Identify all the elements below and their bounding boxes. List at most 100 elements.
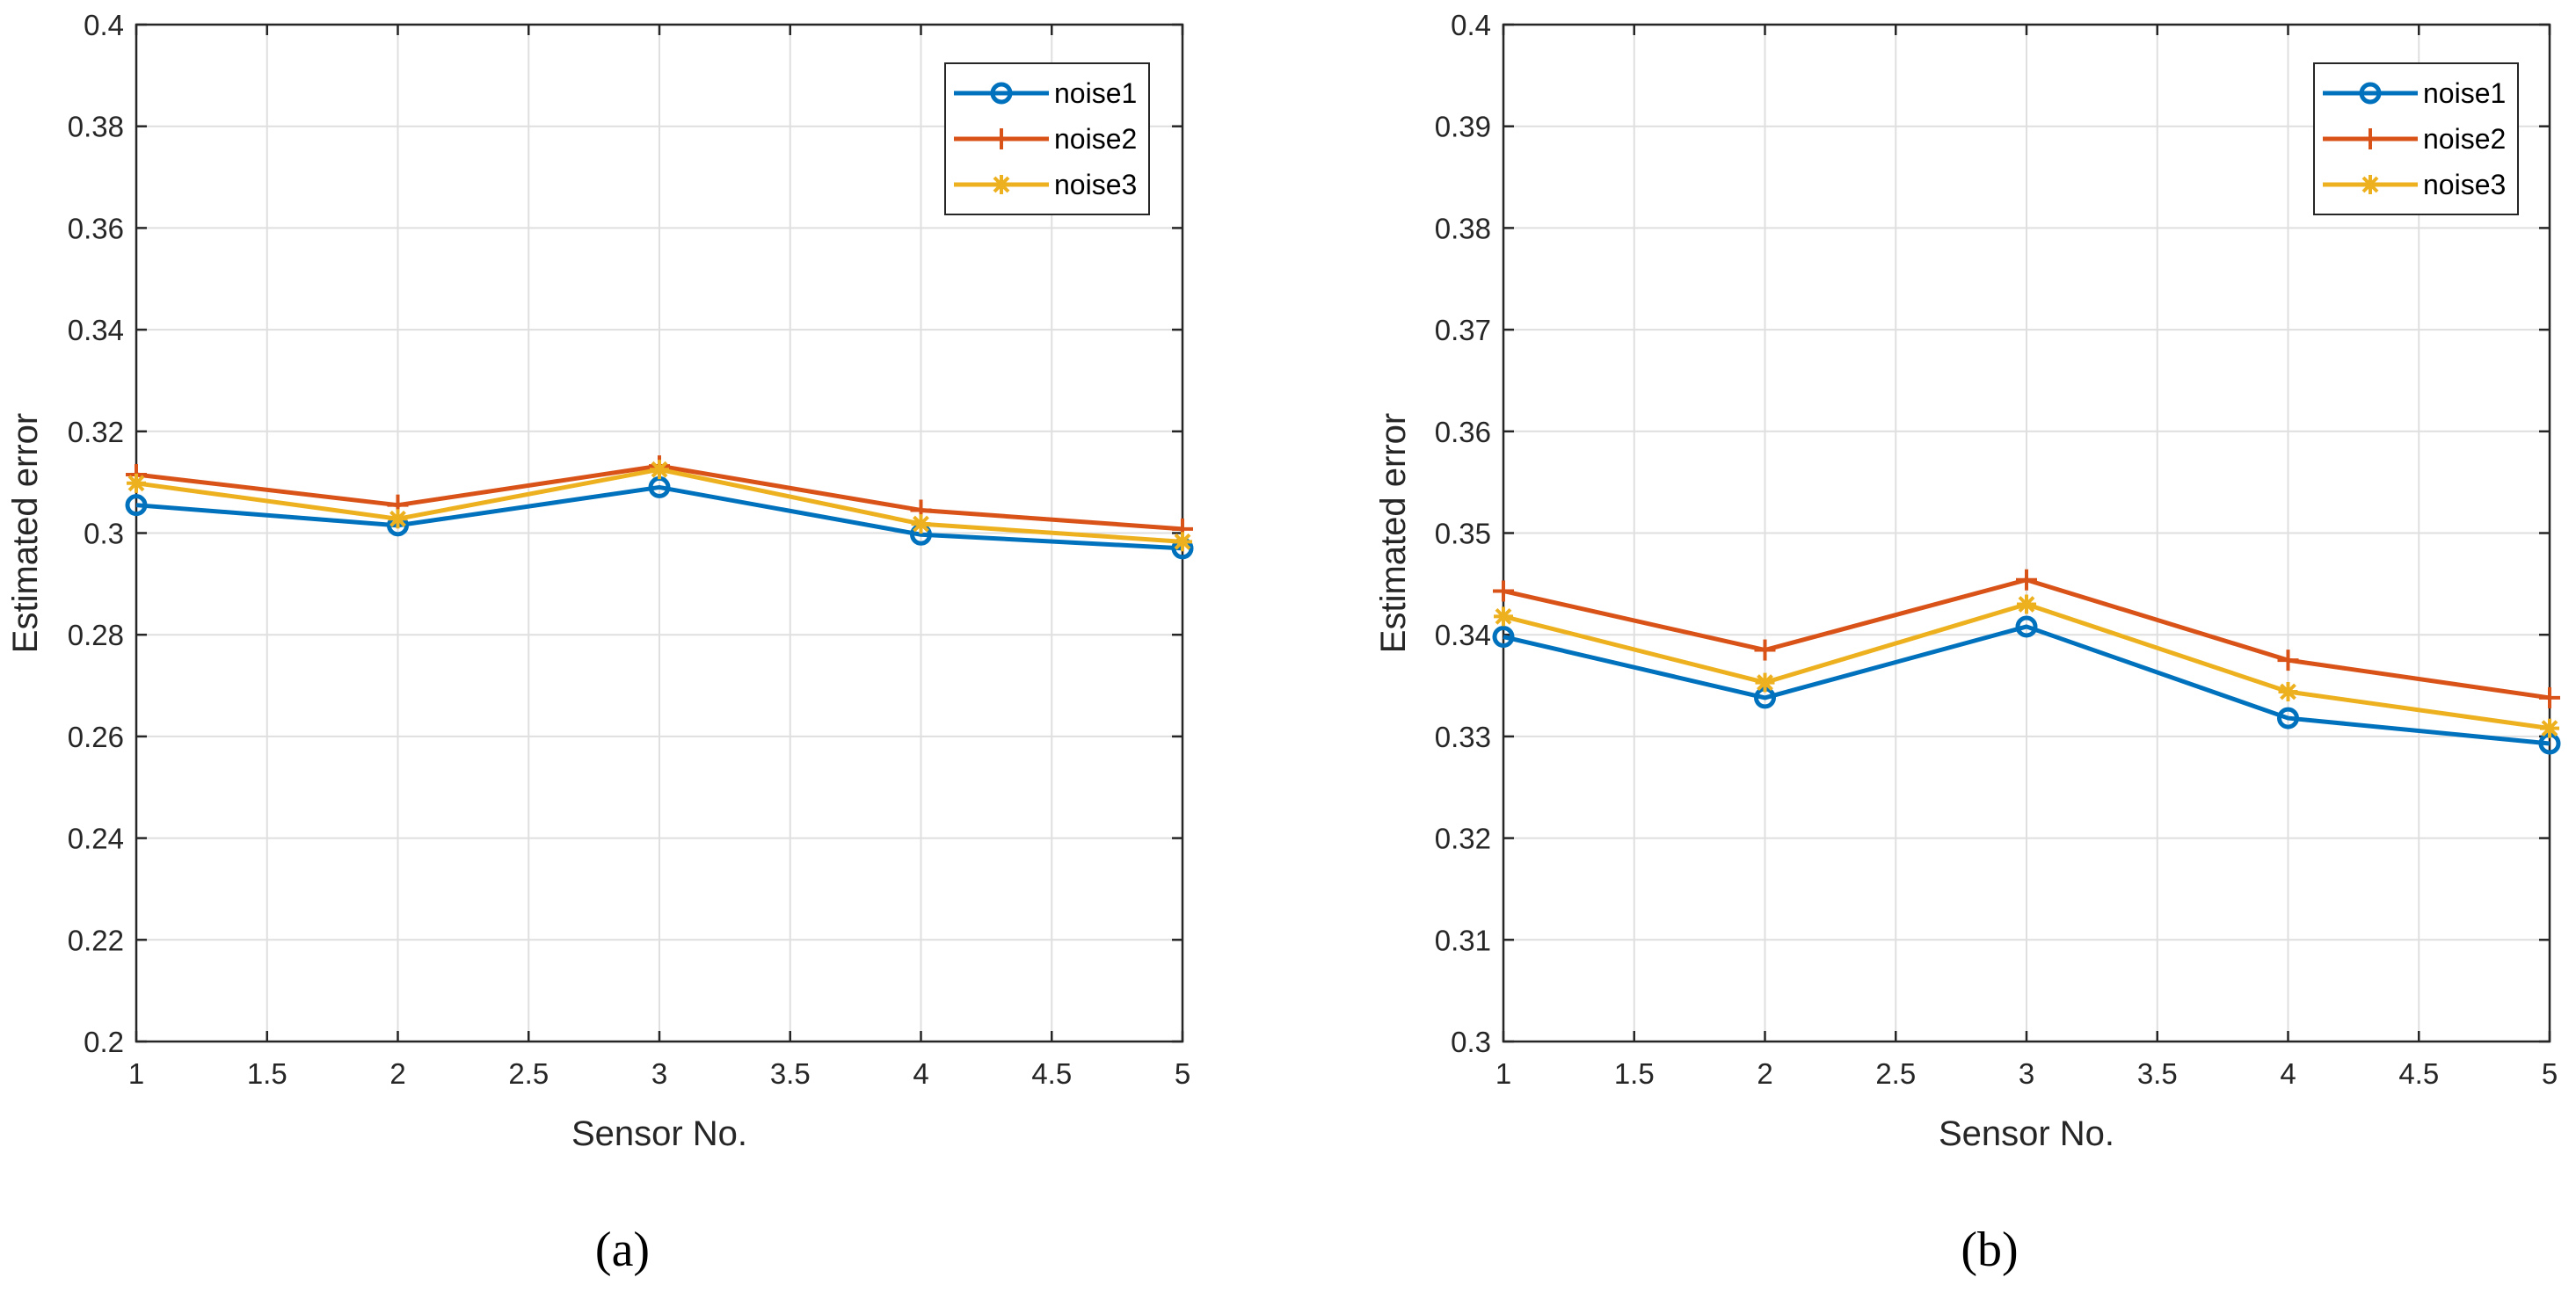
data-point-noise3 <box>2017 594 2036 614</box>
legend-marker-noise1 <box>990 82 1013 105</box>
panel-label: (a) <box>595 1223 650 1277</box>
data-point-noise3-d2 <box>1495 607 1512 625</box>
y-tick-label: 0.38 <box>1435 212 1491 244</box>
data-point-noise3-d2 <box>1757 674 1773 691</box>
data-point-noise1-shape <box>2277 707 2299 729</box>
y-axis-label: Estimated error <box>6 413 45 653</box>
data-point-noise1 <box>2015 615 2038 638</box>
x-tick-label: 2 <box>1757 1057 1772 1090</box>
legend-label-noise3: noise3 <box>2423 169 2506 200</box>
data-point-noise1 <box>2277 707 2299 729</box>
legend-label-noise1: noise1 <box>2423 77 2506 109</box>
x-tick-label: 4.5 <box>2398 1057 2439 1090</box>
legend-marker-noise3-d2 <box>2361 176 2379 193</box>
data-point-noise3-d2 <box>127 475 145 492</box>
y-tick-label: 0.31 <box>1435 924 1491 956</box>
legend-marker-noise3 <box>992 175 1011 194</box>
y-tick-label: 0.36 <box>1435 416 1491 448</box>
y-tick-label: 0.3 <box>84 518 124 550</box>
y-tick-label: 0.35 <box>1435 518 1491 550</box>
y-tick-label: 0.2 <box>84 1026 124 1058</box>
series-line-noise1 <box>135 484 1183 551</box>
legend-label-noise2: noise2 <box>2423 123 2506 155</box>
y-tick-label: 0.28 <box>68 619 124 651</box>
x-axis-label: Sensor No. <box>1939 1114 2114 1153</box>
data-point-noise3 <box>2540 718 2559 738</box>
x-tick-label: 1 <box>1495 1057 1511 1090</box>
data-point-noise3 <box>1173 532 1192 552</box>
x-tick-label: 2.5 <box>508 1057 549 1090</box>
y-tick-label: 0.34 <box>68 314 124 346</box>
y-tick-label: 0.22 <box>68 924 124 956</box>
data-point-noise1-shape <box>1492 626 1515 649</box>
y-tick-label: 0.26 <box>68 721 124 753</box>
y-tick-label: 0.36 <box>68 212 124 244</box>
data-point-noise3 <box>127 473 146 493</box>
y-tick-label: 0.24 <box>68 823 124 855</box>
x-tick-label: 4.5 <box>1031 1057 1072 1090</box>
y-tick-label: 0.33 <box>1435 721 1491 753</box>
legend-marker-noise1-shape <box>990 82 1013 105</box>
panel-label: (b) <box>1961 1223 2018 1277</box>
legend: noise1 noise2 noise3 <box>2313 62 2519 215</box>
y-tick-label: 0.37 <box>1435 314 1491 346</box>
y-tick-label: 0.4 <box>1451 9 1491 41</box>
data-point-noise3 <box>388 509 408 529</box>
legend-label-noise3: noise3 <box>1054 169 1137 200</box>
data-point-noise3-d2 <box>1174 533 1191 550</box>
data-point-noise3-d2 <box>913 515 929 533</box>
x-tick-label: 1.5 <box>247 1057 287 1090</box>
x-tick-label: 2 <box>389 1057 405 1090</box>
data-point-noise3-d2 <box>2541 720 2558 737</box>
y-tick-label: 0.32 <box>1435 823 1491 855</box>
series-line-noise1 <box>1503 624 2551 746</box>
legend-marker-noise2 <box>2360 128 2381 149</box>
legend-marker-noise1 <box>2359 82 2382 105</box>
data-point-noise2 <box>2277 650 2299 671</box>
y-tick-label: 0.4 <box>84 9 124 41</box>
y-axis-label: Estimated error <box>1374 413 1413 653</box>
chart-panel-a: 1 1.5 2 2.5 3 3.5 4 4.5 5 0.2 0.22 0.24 0.26 0.28 0.3 0… <box>6 9 1194 1277</box>
data-point-noise1-shape <box>2015 615 2038 638</box>
data-point-noise3-d2 <box>389 510 406 527</box>
y-tick-label: 0.3 <box>1451 1026 1491 1058</box>
legend-marker-noise1-shape <box>2359 82 2382 105</box>
data-point-noise2 <box>1493 580 1514 602</box>
data-point-noise3 <box>1494 606 1513 627</box>
x-tick-label: 3 <box>2019 1057 2034 1090</box>
chart-panel-b: 1 1.5 2 2.5 3 3.5 4 4.5 5 0.3 0.31 0.32 0.33 0.34 0.35… <box>1374 9 2561 1277</box>
x-tick-label: 5 <box>2542 1057 2558 1090</box>
y-tick-label: 0.38 <box>68 111 124 143</box>
data-point-noise3-d2 <box>2280 683 2296 700</box>
data-point-noise3 <box>1755 672 1775 693</box>
x-tick-label: 1 <box>128 1057 144 1090</box>
x-tick-label: 3.5 <box>770 1057 811 1090</box>
data-point-noise1-shape <box>125 494 148 517</box>
x-tick-label: 2.5 <box>1875 1057 1916 1090</box>
data-point-noise2 <box>1754 639 1776 661</box>
data-point-noise3 <box>2278 681 2298 701</box>
data-point-noise3 <box>650 460 669 480</box>
x-tick-label: 1.5 <box>1614 1057 1655 1090</box>
legend-marker-noise2 <box>991 128 1012 149</box>
legend-label-noise2: noise2 <box>1054 123 1137 155</box>
data-point-noise2 <box>2539 686 2560 708</box>
data-point-noise3 <box>911 514 931 534</box>
legend-label-noise1: noise1 <box>1054 77 1137 109</box>
x-tick-label: 4 <box>913 1057 928 1090</box>
x-tick-label: 4 <box>2280 1057 2296 1090</box>
legend: noise1 noise2 noise3 <box>944 62 1150 215</box>
x-tick-label: 5 <box>1175 1057 1190 1090</box>
y-tick-label: 0.32 <box>68 416 124 448</box>
legend-marker-noise3 <box>2361 175 2380 194</box>
data-point-noise2 <box>2016 569 2037 591</box>
y-tick-label: 0.34 <box>1435 619 1491 651</box>
data-point-noise1 <box>1492 626 1515 649</box>
x-tick-label: 3 <box>651 1057 667 1090</box>
legend-marker-noise3-d2 <box>993 176 1010 193</box>
x-axis-label: Sensor No. <box>571 1114 747 1153</box>
x-tick-label: 3.5 <box>2137 1057 2178 1090</box>
data-point-noise3-d2 <box>651 461 668 478</box>
data-point-noise3-d2 <box>2018 596 2035 613</box>
